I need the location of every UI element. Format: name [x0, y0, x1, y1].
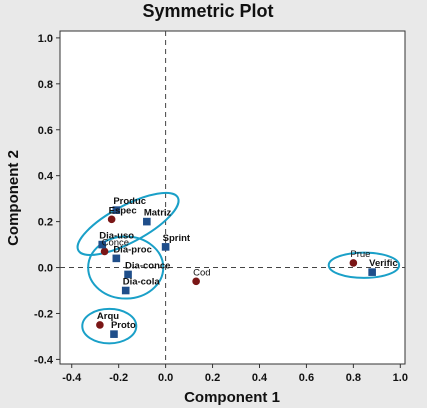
y-tick-label: 0.0 [38, 263, 53, 275]
point-label: Dia-proc [113, 244, 152, 255]
point-label: Cod [193, 267, 210, 278]
point-marker-square [112, 206, 121, 214]
y-tick-label: -0.4 [34, 354, 54, 366]
group-ellipse [87, 235, 165, 300]
point-marker-square [368, 268, 376, 276]
x-tick-label: 0.2 [205, 372, 220, 384]
point-marker-square [161, 243, 170, 251]
point-marker-square [98, 240, 107, 249]
y-tick-label: 0.4 [38, 171, 54, 183]
point-marker-circle [100, 247, 109, 256]
point-marker-square [143, 217, 151, 226]
point-label: Dia-conce [125, 260, 170, 271]
point-marker-circle [107, 215, 116, 224]
y-tick-label: 0.6 [38, 125, 53, 137]
x-tick-label: -0.4 [62, 372, 82, 384]
group-ellipse [327, 251, 401, 279]
x-tick-label: 0.6 [299, 372, 314, 384]
x-tick-label: 1.0 [393, 372, 408, 384]
x-axis-ticks: -0.4 -0.2 0.0 0.2 0.4 0.6 0.8 1.0 [62, 364, 408, 384]
group-ellipse [81, 307, 138, 345]
point-label: Conce [102, 237, 129, 248]
y-tick-label: 0.2 [38, 217, 53, 229]
y-axis-ticks: -0.4 -0.2 0.0 0.2 0.4 0.6 0.8 1.0 [34, 33, 60, 366]
chart-title: Symmetric Plot [142, 1, 273, 21]
x-tick-label: 0.8 [346, 372, 361, 384]
point-marker-circle [349, 259, 358, 267]
plot-area [59, 30, 406, 365]
y-tick-label: -0.2 [34, 308, 53, 320]
point-label: Arqu [97, 311, 119, 322]
point-marker-square [121, 286, 130, 295]
point-label: Dia-cola [123, 277, 161, 288]
point-label: Dia-uso [99, 231, 134, 242]
x-tick-label: -0.2 [109, 372, 128, 384]
point-marker-square [112, 254, 121, 263]
y-axis-title: Component 2 [5, 150, 22, 246]
point-label: Sprint [163, 233, 191, 244]
point-label: Produc [113, 196, 146, 207]
point-label: Prue [350, 249, 370, 260]
data-points [96, 206, 376, 338]
point-label: Verific [369, 258, 398, 269]
point-marker-square [124, 270, 132, 279]
x-axis-title: Component 1 [184, 389, 280, 406]
point-marker-circle [192, 277, 200, 286]
point-label: Proto [111, 320, 136, 331]
point-marker-square [110, 330, 118, 338]
y-tick-label: 1.0 [38, 33, 53, 45]
point-label: Espec [109, 205, 137, 216]
point-marker-circle [96, 321, 104, 329]
x-tick-label: 0.0 [158, 372, 173, 384]
point-label: Matriz [144, 208, 172, 219]
x-tick-label: 0.4 [252, 372, 268, 384]
reference-lines [60, 31, 405, 364]
y-tick-label: 0.8 [38, 79, 53, 91]
